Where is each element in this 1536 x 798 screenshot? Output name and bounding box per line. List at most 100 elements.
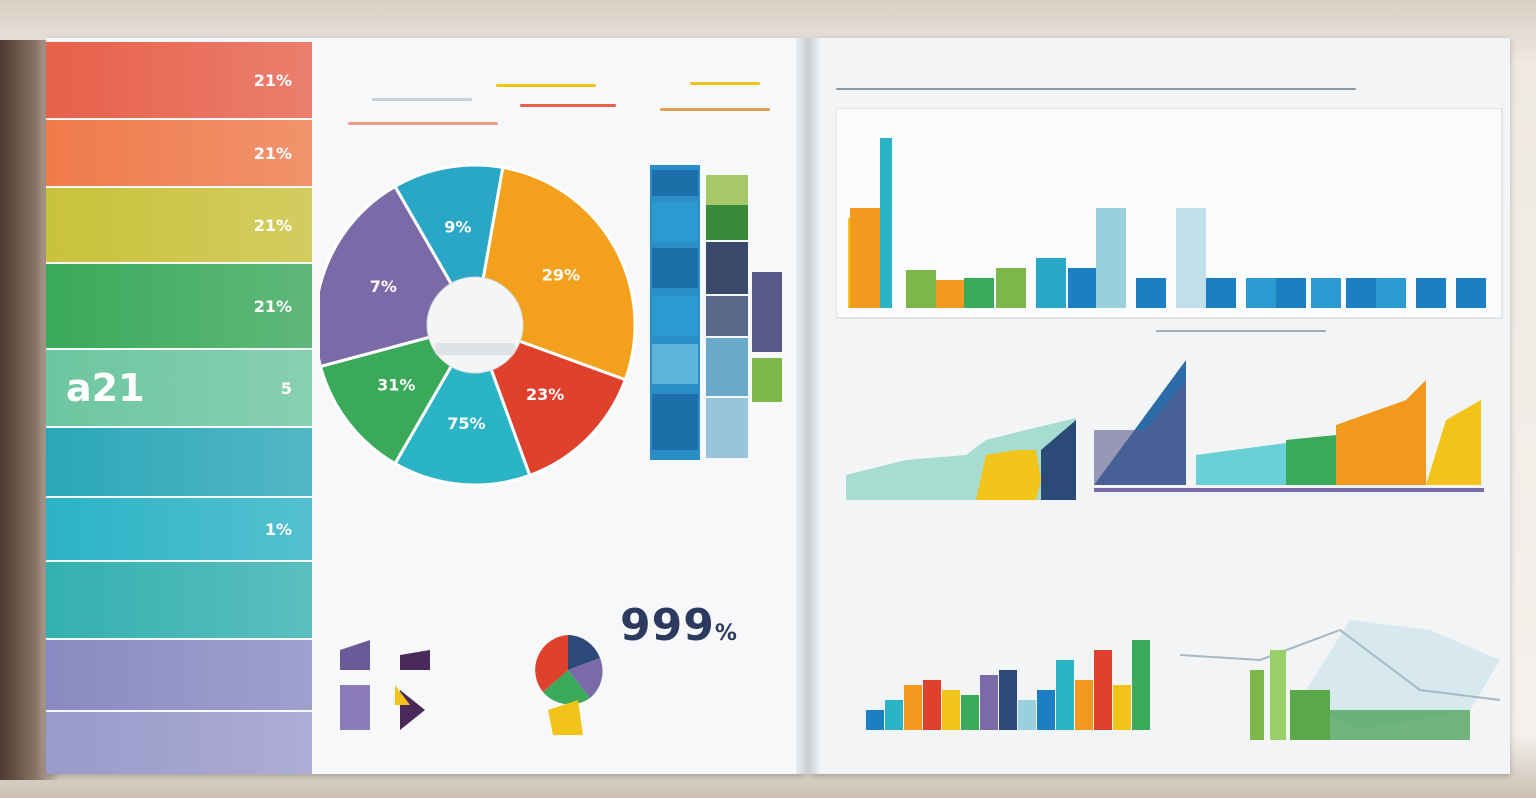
area-series [1286, 435, 1336, 485]
area-series [976, 450, 1041, 500]
stripe-value: 21% [253, 215, 292, 235]
stripe-label: a21 [66, 366, 145, 410]
area-series [1336, 380, 1426, 485]
pie-chart: 29% 23% 75% 31% 7% 9% [320, 163, 637, 487]
chart-bar [1075, 680, 1093, 730]
chart-bar [1056, 660, 1074, 730]
icon-blocks [340, 640, 430, 730]
chart-bar [1416, 278, 1446, 308]
sidebar-stripe [46, 562, 312, 638]
pie-slice [535, 635, 568, 692]
sidebar-stripe [46, 640, 312, 710]
column-cell [706, 338, 748, 396]
sidebar-stripe: a21 5 [46, 350, 312, 426]
map-bar [1330, 710, 1470, 740]
kpi-value: 999% [620, 600, 738, 651]
bar-chart-top [836, 108, 1503, 319]
chart-bar [942, 690, 960, 730]
pie-slice [320, 322, 479, 466]
sidebar-stripe: 21% [46, 120, 312, 186]
bottom-bar-strip [866, 640, 1150, 730]
small-pie [535, 635, 603, 735]
pie-center-label [435, 343, 515, 355]
chart-bar [1037, 690, 1055, 730]
pie-label: 29% [542, 265, 580, 284]
chart-caption-rule [1156, 330, 1326, 332]
chart-bar [1456, 278, 1486, 308]
header-rule [660, 108, 770, 111]
stripe-value: 5 [280, 378, 292, 398]
header-rule [520, 104, 616, 107]
sidebar-stripe: 21% [46, 42, 312, 118]
chart-bar [1036, 258, 1066, 308]
stacked-columns [650, 165, 782, 460]
map-bar [1290, 690, 1330, 740]
column-cell [706, 242, 748, 294]
chart-bar [923, 680, 941, 730]
pie-slice [568, 635, 600, 670]
chart-bar [1206, 278, 1236, 308]
chart-bar [880, 138, 892, 308]
chart-bar [1346, 278, 1376, 308]
area-charts [846, 360, 1484, 500]
chart-bar [1246, 278, 1276, 308]
pie-center [426, 276, 524, 374]
map-line [1180, 628, 1501, 701]
chart-bar [961, 695, 979, 730]
chart-bar [1376, 278, 1406, 308]
header-rule [496, 84, 596, 87]
chart-bar [999, 670, 1017, 730]
area-series [1426, 400, 1481, 485]
column-cell [652, 344, 698, 384]
block-icon [400, 690, 425, 730]
chart-bar [936, 280, 966, 308]
stripe-value: 1% [264, 519, 292, 539]
block-icon [395, 685, 410, 705]
area-series [1094, 380, 1186, 485]
column-cell [752, 358, 782, 402]
sidebar-stripe [46, 428, 312, 496]
column-cell [652, 170, 698, 196]
chart-bar [1018, 700, 1036, 730]
pie-label: 31% [377, 375, 415, 394]
header-rule [372, 98, 472, 101]
map-bar [1250, 670, 1264, 740]
chart-bar [1311, 278, 1341, 308]
pie-label: 9% [444, 217, 471, 236]
column-cell [652, 296, 698, 336]
stripe-value: 21% [253, 70, 292, 90]
chart-bar [980, 675, 998, 730]
block-icon [340, 685, 370, 730]
chart-bar [866, 710, 884, 730]
chart-bar [996, 268, 1026, 308]
pie-label: 23% [526, 385, 564, 404]
pie-slice [392, 321, 532, 487]
sidebar-stripe [46, 712, 312, 774]
chart-title-rule [836, 88, 1356, 90]
chart-bar [850, 208, 880, 308]
chart-bar [904, 685, 922, 730]
column-cell [706, 398, 748, 458]
chart-bar [964, 278, 994, 308]
sidebar-stripe: 1% [46, 498, 312, 560]
stripe-value: 21% [253, 296, 292, 316]
column-cell [706, 296, 748, 336]
header-rule [348, 122, 498, 125]
network-map [1180, 620, 1501, 740]
chart-bar [1132, 640, 1150, 730]
axis-band [1094, 488, 1484, 492]
column-cell [652, 202, 698, 242]
column-cell [706, 205, 748, 240]
stripe-value: 21% [253, 143, 292, 163]
column-cell [752, 272, 782, 352]
area-series [1041, 420, 1076, 500]
chart-bar [1276, 278, 1306, 308]
chart-bar [1096, 208, 1126, 308]
block-icon [400, 650, 430, 670]
column-cell [652, 394, 698, 450]
chart-bar [1113, 685, 1131, 730]
pie-slice [472, 322, 628, 478]
pie-label: 7% [370, 277, 397, 296]
pie-slice [568, 658, 603, 698]
column-cell [706, 175, 748, 205]
